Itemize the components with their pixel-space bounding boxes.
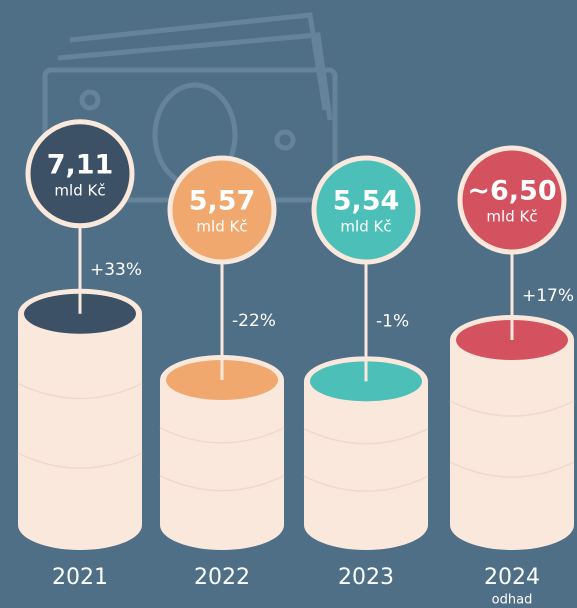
year-label: 2023 <box>338 565 394 590</box>
cylinder-stripe <box>17 452 143 469</box>
value-bubble <box>167 155 277 265</box>
value-label: ~6,50 <box>467 176 556 207</box>
value-label: 5,57 <box>189 186 256 217</box>
unit-label: mld Kč <box>196 218 247 236</box>
unit-label: mld Kč <box>54 181 105 199</box>
year-note: odhad <box>492 593 533 608</box>
unit-label: mld Kč <box>340 218 391 236</box>
cylinder-body <box>18 313 142 525</box>
year-label: 2022 <box>194 565 250 590</box>
change-label: +33% <box>90 260 142 280</box>
cylinder-stripe <box>159 475 285 492</box>
cylinder-stripe <box>449 400 575 417</box>
value-label: 5,54 <box>333 186 400 217</box>
cylinder-stripe <box>159 427 285 444</box>
year-label: 2021 <box>52 565 108 590</box>
value-bubble <box>311 155 421 265</box>
value-bubble <box>25 119 135 229</box>
value-label: 7,11 <box>47 149 114 180</box>
cylinder-stripe <box>303 428 429 445</box>
unit-label: mld Kč <box>486 208 537 226</box>
cylinder-body <box>450 340 574 525</box>
year-label: 2024 <box>484 565 540 590</box>
change-label: -22% <box>232 311 276 331</box>
change-label: -1% <box>376 312 409 332</box>
cylinder-stripe <box>449 461 575 478</box>
change-label: +17% <box>522 286 574 306</box>
cylinder-stripe <box>303 475 429 492</box>
cylinder-stripe <box>17 382 143 400</box>
value-bubble <box>457 145 567 255</box>
